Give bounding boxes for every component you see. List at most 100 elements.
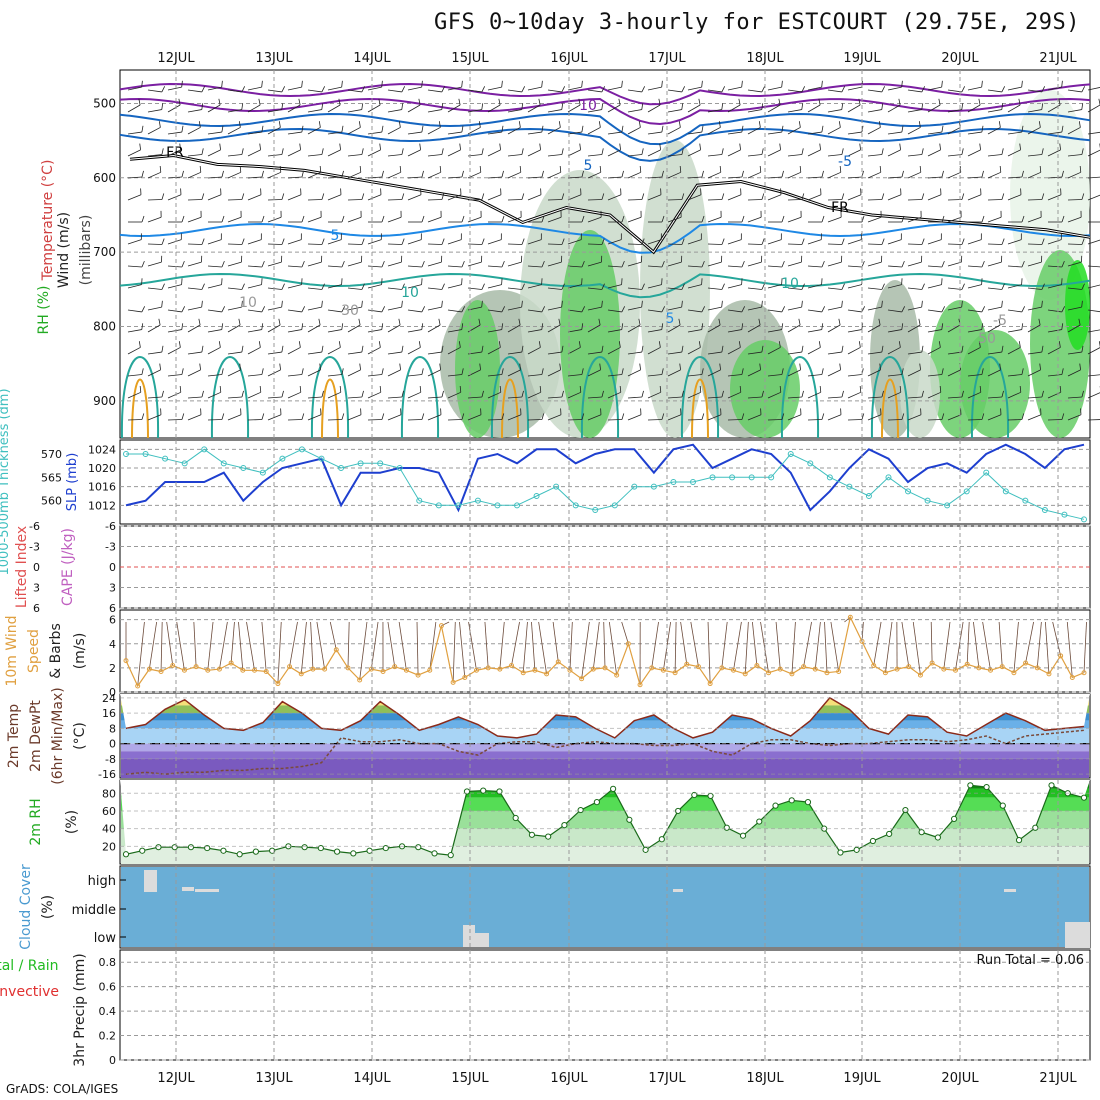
wind-barb-flag: [421, 260, 425, 268]
wind-barb: [267, 148, 284, 157]
wind-barb-flag: [559, 165, 562, 173]
wind-barb: [627, 238, 645, 245]
wind-barb-staff: [507, 127, 521, 135]
surface-wind-barb: [522, 621, 528, 673]
wind-barb-flag: [801, 103, 804, 110]
wind-barb-staff: [827, 306, 842, 311]
wind-barb-flag: [1021, 125, 1024, 133]
wind-barb: [767, 188, 782, 201]
wind-barb-flag: [561, 345, 564, 353]
wind-barb-staff: [267, 154, 282, 157]
wind-barb-staff: [587, 89, 602, 93]
wind-barb-flag: [241, 345, 244, 353]
wind-barb-staff: [187, 324, 201, 333]
wind-barb-flag: [621, 323, 624, 330]
wind-barb: [787, 345, 804, 355]
wind-barb-flag: [761, 86, 766, 93]
wind-barb-flag: [921, 238, 925, 245]
wind-barb: [787, 300, 803, 311]
wind-barb: [187, 121, 201, 135]
wind-barb-flag: [681, 193, 685, 200]
wind-barb-flag: [860, 233, 862, 240]
wind-barb: [807, 98, 821, 113]
wind-barb: [607, 341, 621, 355]
wind-barb-flag: [158, 121, 161, 128]
wind-barb: [487, 306, 506, 313]
wind-barb-staff: [1007, 86, 1022, 91]
wind-barb-staff: [867, 414, 882, 421]
wind-barb-flag: [381, 278, 383, 285]
wind-barb-flag: [898, 98, 901, 106]
wind-barb-staff: [507, 216, 522, 223]
wind-barb-flag: [701, 323, 704, 330]
wind-barb-staff: [347, 216, 362, 223]
wind-barb-staff: [307, 171, 321, 179]
wind-barb-staff: [967, 374, 982, 377]
wind-barb-staff: [1007, 309, 1022, 313]
wind-barb-flag: [461, 170, 464, 178]
wind-barb: [927, 260, 945, 268]
wind-barb: [907, 193, 925, 201]
wind-barb-flag: [381, 170, 384, 178]
wind-barb-staff: [787, 324, 801, 333]
wind-barb-flag: [781, 413, 785, 420]
wind-barb-flag: [320, 210, 322, 218]
wind-barb-staff: [847, 194, 862, 201]
wind-barb-staff: [567, 149, 581, 157]
wind-barb-flag: [541, 170, 544, 178]
wind-barb-flag: [1021, 368, 1024, 375]
wind-barb-flag: [179, 385, 182, 393]
wind-barb-flag: [961, 283, 965, 290]
wind-barb-flag: [1040, 408, 1042, 415]
wind-barb-staff: [447, 131, 462, 135]
wind-barb-staff: [1007, 374, 1022, 377]
freezing-level-line-inner: [129, 154, 1091, 253]
wind-barb-staff: [567, 284, 582, 289]
wind-barb-flag: [378, 98, 381, 106]
wind-barb: [847, 323, 864, 333]
thickness-marker: [592, 507, 599, 513]
wind-barb: [227, 283, 245, 290]
wind-barb: [207, 368, 224, 377]
wind-barb: [1067, 283, 1085, 290]
wind-barb-staff: [1027, 306, 1042, 311]
wind-barb: [247, 260, 265, 268]
wind-barb-flag: [981, 368, 984, 375]
surface-wind-barb: [680, 621, 688, 665]
temp-tick-label: 8: [109, 722, 116, 735]
wind-barb: [147, 148, 164, 157]
wind-barb-flag: [541, 215, 545, 223]
wind-barb-flag: [941, 125, 944, 133]
wind-barb: [507, 283, 525, 290]
wind-barb: [787, 255, 803, 267]
wind-barb: [167, 368, 184, 377]
wind-barb-flag: [661, 323, 664, 330]
temperature-mask: [120, 694, 1090, 738]
wind-barb-staff: [147, 351, 162, 355]
wind-barb: [307, 238, 325, 245]
wind-barb: [127, 143, 141, 157]
wind-barb: [527, 143, 541, 157]
wind-barb: [867, 408, 882, 421]
wind-barb: [127, 170, 144, 179]
wind-barb-staff: [607, 391, 621, 399]
wind-barb-staff: [607, 284, 622, 289]
wind-barb-flag: [900, 188, 902, 195]
wind-barb-staff: [407, 391, 421, 399]
wind-barb-flag: [518, 318, 521, 326]
wind-barb: [807, 413, 825, 421]
rh-marker: [967, 782, 974, 789]
wind-barb-staff: [967, 284, 982, 289]
wind-barb-staff: [927, 329, 942, 333]
wind-barb-flag: [839, 363, 841, 370]
wind-barb-flag: [781, 170, 784, 178]
wind-barb-staff: [807, 329, 822, 333]
wind-barb-flag: [901, 323, 904, 330]
wind-speed-marker: [170, 662, 176, 668]
wind-barb-flag: [401, 255, 403, 263]
wind-barb-flag: [161, 238, 165, 245]
wind-barb-flag: [641, 255, 643, 263]
wind-barb-flag: [220, 188, 222, 195]
wind-barb-staff: [587, 369, 601, 377]
wind-barb: [907, 103, 924, 113]
